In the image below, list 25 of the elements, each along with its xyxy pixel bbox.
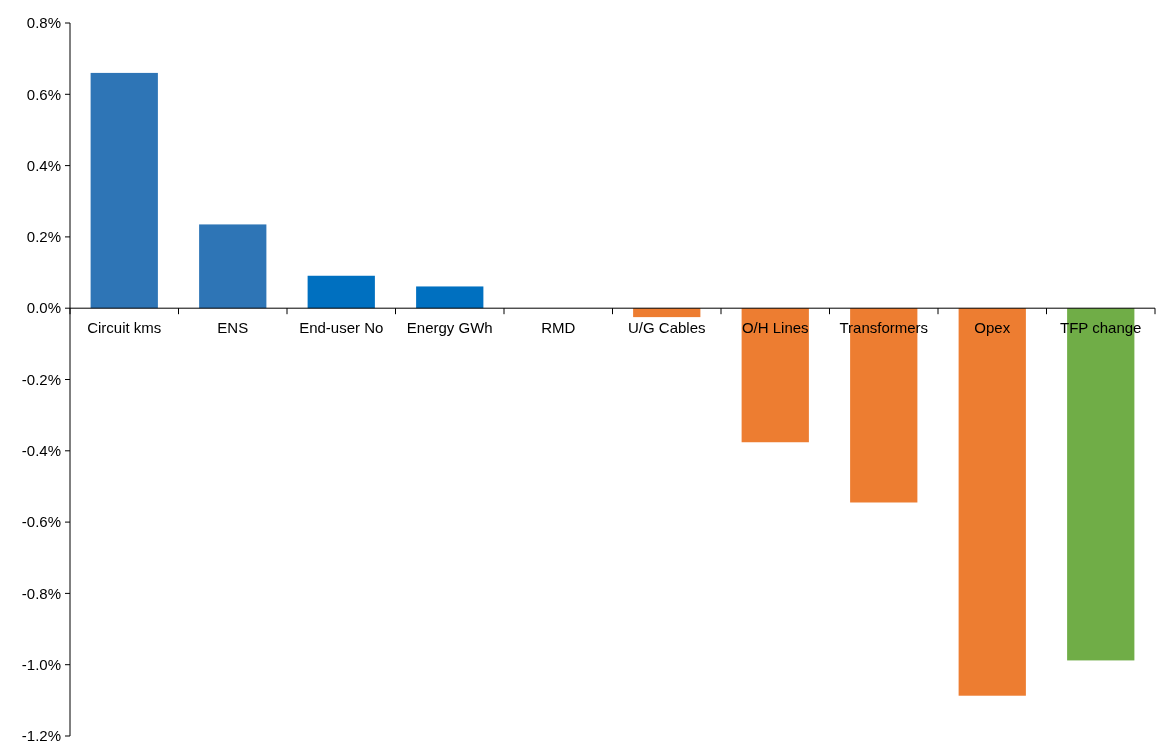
x-tick-label: ENS: [217, 319, 249, 337]
bar: [741, 308, 809, 443]
bar: [307, 275, 375, 309]
y-tick-label: -0.6%: [21, 513, 61, 531]
x-tick-label: RMD: [541, 319, 576, 337]
y-tick-label: -0.2%: [21, 370, 61, 388]
y-tick-label: 0.4%: [26, 156, 61, 174]
y-tick-label: -1.0%: [21, 655, 61, 673]
y-tick-label: 0.2%: [26, 228, 61, 246]
y-tick-label: -1.2%: [21, 727, 61, 745]
x-tick-label: Energy GWh: [406, 319, 493, 337]
x-tick-label: U/G Cables: [627, 319, 706, 337]
x-tick-label: Circuit kms: [87, 319, 162, 337]
y-tick-label: 0.6%: [26, 85, 61, 103]
bar: [90, 72, 158, 309]
y-tick-label: 0.0%: [26, 299, 61, 317]
y-tick-label: -0.8%: [21, 584, 61, 602]
y-tick-label: -0.4%: [21, 442, 61, 460]
bar: [416, 286, 484, 309]
x-tick-label: End-user No: [299, 319, 384, 337]
bar: [199, 224, 267, 309]
x-tick-label: Opex: [974, 319, 1011, 337]
y-tick-label: 0.8%: [26, 14, 61, 32]
bar: [958, 308, 1026, 696]
x-tick-label: O/H Lines: [741, 319, 809, 337]
